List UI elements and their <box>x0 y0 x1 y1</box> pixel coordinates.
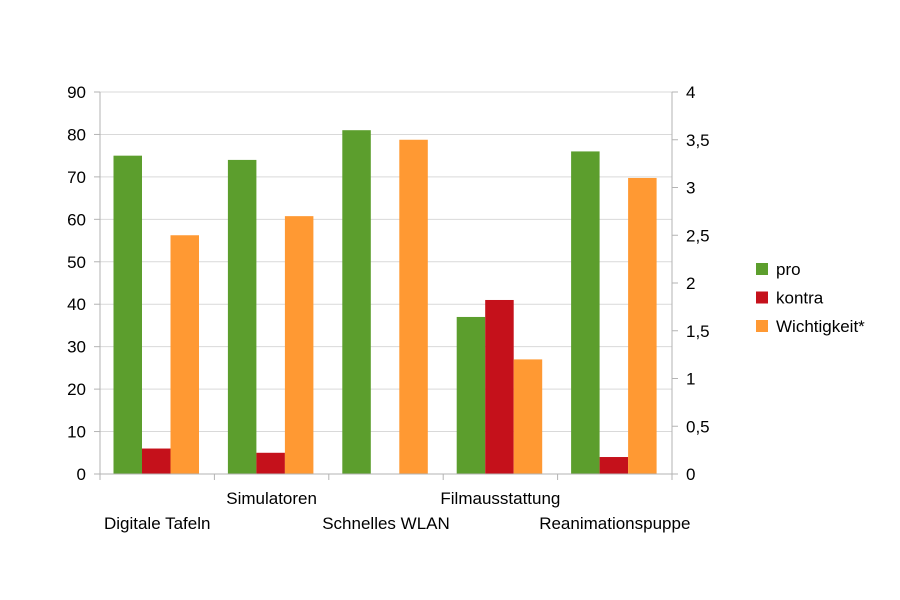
left-tick-label: 0 <box>77 465 86 484</box>
bar-kontra <box>256 452 285 474</box>
axes <box>99 92 673 480</box>
bar-kontra <box>485 299 514 474</box>
legend-swatch <box>756 291 768 304</box>
category-label: Schnelles WLAN <box>322 514 450 533</box>
bars <box>113 130 657 474</box>
right-tick-label: 2,5 <box>686 226 710 245</box>
legend-swatch <box>756 263 768 275</box>
left-tick-label: 60 <box>67 210 86 229</box>
bar-wichtigkeit <box>399 139 428 474</box>
bar-pro <box>342 130 371 474</box>
bar-pro <box>456 316 486 474</box>
bar-wichtigkeit <box>628 177 657 474</box>
right-tick-label: 3 <box>686 179 695 198</box>
left-tick-label: 30 <box>67 338 86 357</box>
category-labels: Digitale Tafeln Simulatoren Schnelles WLAN… <box>104 489 690 533</box>
right-tick-label: 2 <box>686 274 695 293</box>
bar-wichtigkeit <box>513 359 543 474</box>
bar-pro <box>113 155 142 474</box>
left-tick-label: 70 <box>67 168 86 187</box>
legend-label: Wichtigkeit* <box>776 317 865 336</box>
right-axis-tick-labels: 0 0,5 1 1,5 2 2,5 3 3,5 4 <box>686 83 710 484</box>
legend-swatch <box>756 320 768 332</box>
legend-label: kontra <box>776 289 824 308</box>
left-tick-label: 50 <box>67 253 86 272</box>
left-tick-label: 80 <box>67 125 86 144</box>
right-tick-label: 3,5 <box>686 131 710 150</box>
category-label: Reanimationspuppe <box>539 514 690 533</box>
left-tick-label: 90 <box>67 83 86 102</box>
right-tick-label: 0 <box>686 465 695 484</box>
category-label: Filmausstattung <box>440 489 560 508</box>
right-tick-label: 0,5 <box>686 417 710 436</box>
left-tick-label: 10 <box>67 423 86 442</box>
bar-kontra <box>599 457 629 474</box>
legend: pro kontra Wichtigkeit* <box>756 260 865 336</box>
left-tick-label: 20 <box>67 380 86 399</box>
bar-wichtigkeit <box>284 216 314 474</box>
right-tick-label: 1 <box>686 370 695 389</box>
legend-label: pro <box>776 260 801 279</box>
category-label: Digitale Tafeln <box>104 514 210 533</box>
bar-kontra <box>142 448 171 474</box>
bar-pro <box>571 151 600 474</box>
right-tick-label: 4 <box>686 83 695 102</box>
left-tick-label: 40 <box>67 295 86 314</box>
bar-wichtigkeit <box>170 235 199 474</box>
left-axis-tick-labels: 0 10 20 30 40 50 60 70 80 90 <box>67 83 86 484</box>
category-label: Simulatoren <box>226 489 317 508</box>
right-tick-label: 1,5 <box>686 322 710 341</box>
bar-pro <box>227 159 257 474</box>
